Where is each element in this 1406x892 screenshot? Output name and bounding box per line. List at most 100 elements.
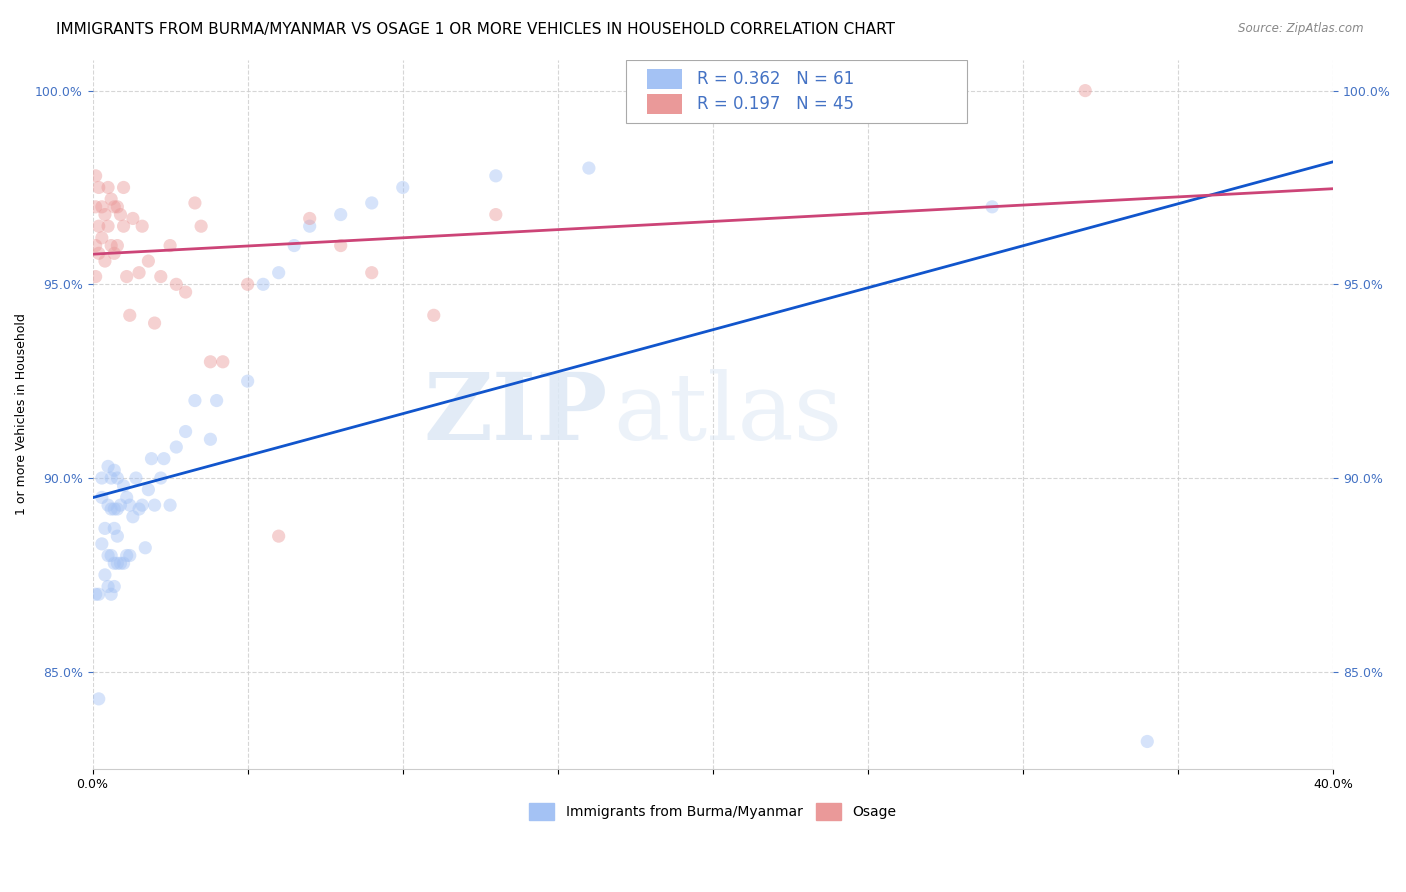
Point xyxy=(423,308,446,322)
Point xyxy=(143,316,166,330)
Point xyxy=(105,471,128,485)
Point xyxy=(110,208,132,222)
Point xyxy=(153,451,176,466)
Point xyxy=(100,549,122,563)
Point xyxy=(112,479,135,493)
Point xyxy=(118,498,141,512)
Point xyxy=(138,483,160,497)
Text: R = 0.362   N = 61: R = 0.362 N = 61 xyxy=(697,70,853,88)
Point xyxy=(112,180,135,194)
Point xyxy=(1136,734,1159,748)
Point xyxy=(143,498,166,512)
Point xyxy=(100,587,122,601)
Point xyxy=(360,266,382,280)
Point xyxy=(200,432,222,446)
FancyBboxPatch shape xyxy=(626,60,967,123)
Point xyxy=(211,355,233,369)
Point xyxy=(298,211,321,226)
Point xyxy=(112,556,135,570)
Point xyxy=(122,211,145,226)
Point xyxy=(267,529,290,543)
Text: Source: ZipAtlas.com: Source: ZipAtlas.com xyxy=(1239,22,1364,36)
Point xyxy=(252,277,274,292)
Point xyxy=(84,200,107,214)
Bar xyxy=(647,69,682,89)
Point xyxy=(128,266,150,280)
Point xyxy=(115,549,138,563)
Point xyxy=(90,491,112,505)
Point xyxy=(485,208,508,222)
Point xyxy=(298,219,321,234)
Point xyxy=(110,498,132,512)
Point xyxy=(131,219,153,234)
Point xyxy=(90,471,112,485)
Legend: Immigrants from Burma/Myanmar, Osage: Immigrants from Burma/Myanmar, Osage xyxy=(524,797,903,825)
Point xyxy=(103,200,125,214)
Point xyxy=(84,238,107,252)
Point xyxy=(141,451,163,466)
Point xyxy=(329,238,352,252)
Point xyxy=(174,285,197,299)
Point xyxy=(103,521,125,535)
Point xyxy=(205,393,228,408)
Point xyxy=(134,541,156,555)
Point xyxy=(1074,84,1097,98)
Bar xyxy=(647,94,682,114)
Point xyxy=(122,509,145,524)
Point xyxy=(87,219,110,234)
Point xyxy=(115,269,138,284)
Point xyxy=(90,231,112,245)
Point xyxy=(84,169,107,183)
Point xyxy=(283,238,305,252)
Point xyxy=(159,238,181,252)
Point xyxy=(94,208,117,222)
Point xyxy=(103,463,125,477)
Point xyxy=(105,200,128,214)
Point xyxy=(200,355,222,369)
Point xyxy=(90,200,112,214)
Point xyxy=(360,196,382,211)
Text: R = 0.197   N = 45: R = 0.197 N = 45 xyxy=(697,95,853,113)
Point xyxy=(103,556,125,570)
Point xyxy=(97,459,120,474)
Point xyxy=(87,587,110,601)
Point xyxy=(184,196,207,211)
Point xyxy=(329,208,352,222)
Point xyxy=(149,471,172,485)
Point xyxy=(184,393,207,408)
Point xyxy=(236,277,259,292)
Point xyxy=(97,549,120,563)
Point xyxy=(87,691,110,706)
Text: IMMIGRANTS FROM BURMA/MYANMAR VS OSAGE 1 OR MORE VEHICLES IN HOUSEHOLD CORRELATI: IMMIGRANTS FROM BURMA/MYANMAR VS OSAGE 1… xyxy=(56,22,896,37)
Text: atlas: atlas xyxy=(613,369,844,459)
Point xyxy=(128,502,150,516)
Point xyxy=(149,269,172,284)
Point xyxy=(125,471,148,485)
Point xyxy=(236,374,259,388)
Y-axis label: 1 or more Vehicles in Household: 1 or more Vehicles in Household xyxy=(15,313,28,515)
Point xyxy=(105,529,128,543)
Point xyxy=(105,502,128,516)
Point xyxy=(131,498,153,512)
Point xyxy=(267,266,290,280)
Point xyxy=(174,425,197,439)
Point xyxy=(103,502,125,516)
Point xyxy=(118,549,141,563)
Point xyxy=(97,219,120,234)
Point xyxy=(97,180,120,194)
Point xyxy=(100,471,122,485)
Point xyxy=(97,580,120,594)
Point xyxy=(94,521,117,535)
Point xyxy=(138,254,160,268)
Point xyxy=(103,246,125,260)
Point xyxy=(97,498,120,512)
Point xyxy=(100,192,122,206)
Point xyxy=(100,238,122,252)
Point xyxy=(981,200,1004,214)
Point xyxy=(112,219,135,234)
Point xyxy=(118,308,141,322)
Point xyxy=(578,161,600,175)
Point xyxy=(87,180,110,194)
Point xyxy=(485,169,508,183)
Point xyxy=(103,580,125,594)
